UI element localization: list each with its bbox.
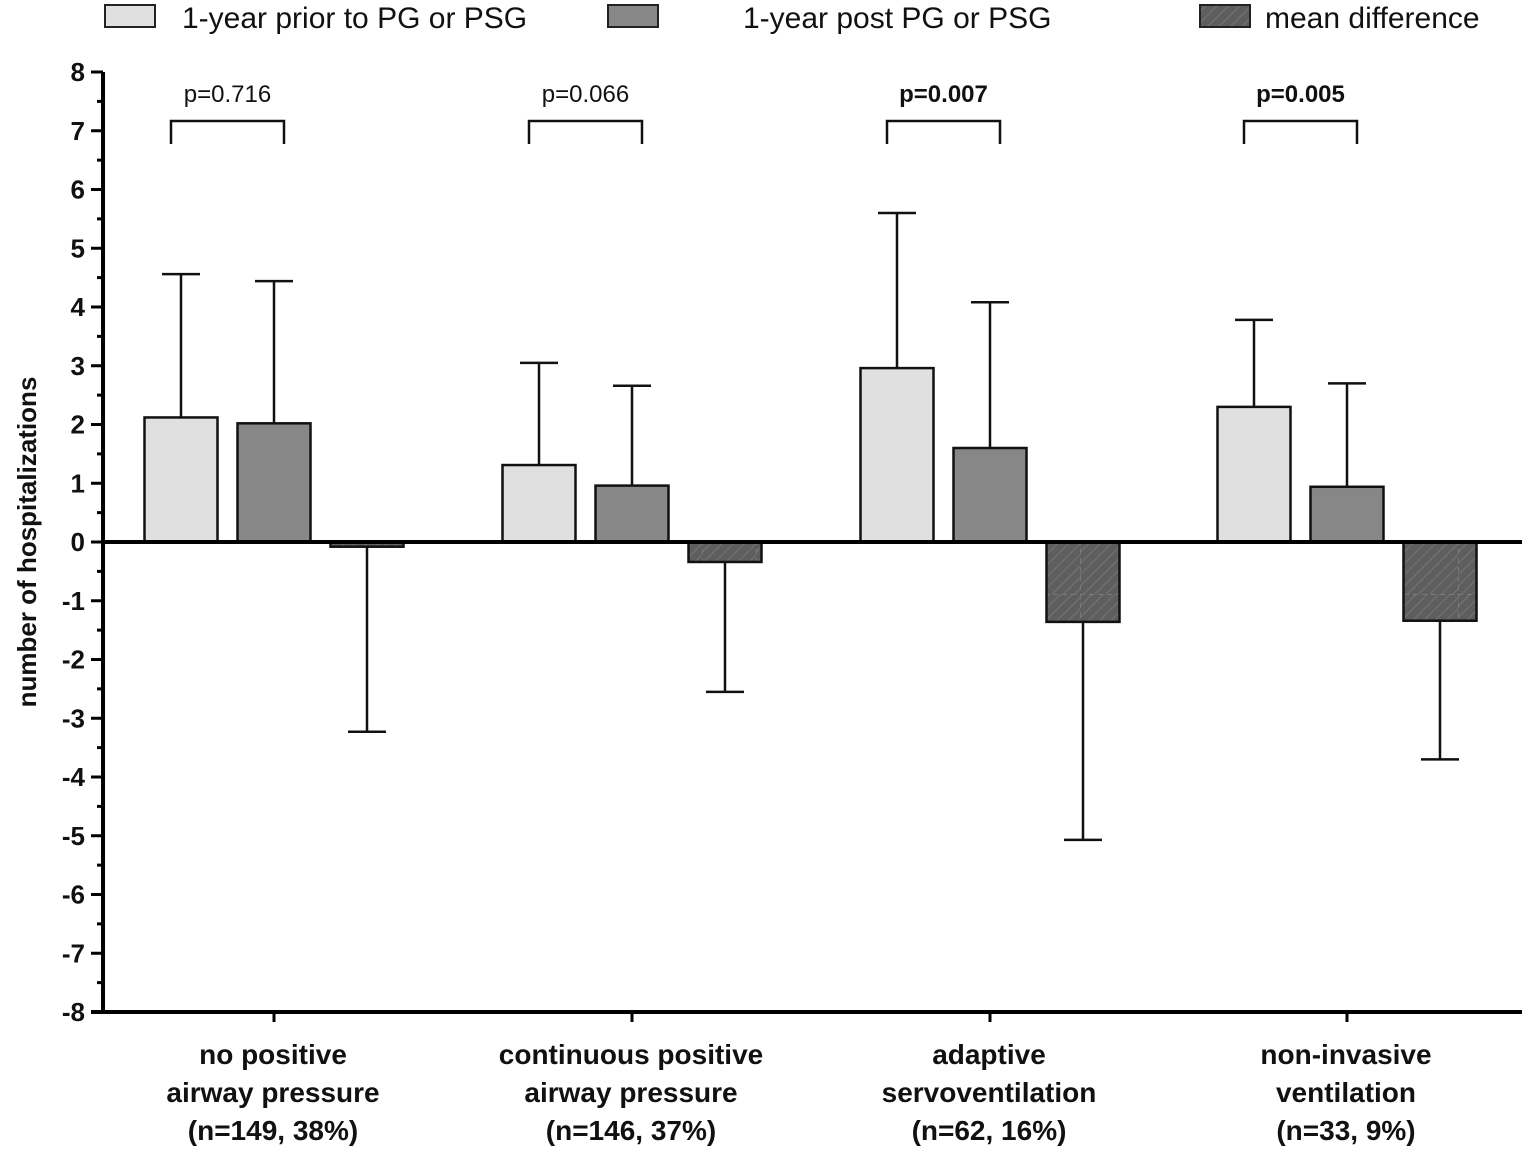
y-tick-label: -2 <box>62 645 85 675</box>
x-category-label: non-invasive <box>1260 1039 1431 1070</box>
y-tick-label: -1 <box>62 586 85 616</box>
x-category-label: adaptive <box>932 1039 1046 1070</box>
x-category-label: airway pressure <box>166 1077 379 1108</box>
bar-post <box>594 484 670 544</box>
y-axis-label: number of hospitalizations <box>12 377 42 708</box>
legend-label-post: 1-year post PG or PSG <box>743 2 1051 35</box>
bar-prior <box>1216 405 1292 544</box>
bar-difference <box>1045 540 1121 624</box>
legend-swatch-difference <box>1199 4 1251 28</box>
y-tick-label: -8 <box>62 997 85 1027</box>
x-category-label: (n=62, 16%) <box>912 1115 1067 1146</box>
legend-swatch-prior <box>104 4 156 28</box>
y-tick-label: 1 <box>71 468 85 498</box>
significance-bracket <box>527 119 644 144</box>
y-tick-label: 3 <box>71 351 85 381</box>
y-tick-label: 5 <box>71 233 85 263</box>
significance-bracket <box>885 119 1002 144</box>
y-tick-label: 0 <box>71 527 85 557</box>
y-tick-label: 7 <box>71 116 85 146</box>
p-value-label: p=0.066 <box>542 81 629 108</box>
p-value-label: p=0.005 <box>1256 81 1345 108</box>
x-category-label: servoventilation <box>882 1077 1097 1108</box>
legend: 1-year prior to PG or PSG 1-year post PG… <box>104 2 1480 35</box>
legend-label-prior: 1-year prior to PG or PSG <box>182 2 527 35</box>
y-tick-label: -4 <box>62 762 86 792</box>
bar-difference <box>1402 540 1478 622</box>
x-category-label: (n=33, 9%) <box>1276 1115 1415 1146</box>
y-tick-label: -6 <box>62 880 85 910</box>
legend-item-post: 1-year post PG or PSG <box>607 2 1051 35</box>
y-tick-label: 6 <box>71 175 85 205</box>
x-category-label: ventilation <box>1276 1077 1416 1108</box>
legend-item-difference: mean difference <box>1199 2 1480 35</box>
significance-bracket <box>169 119 286 144</box>
bar-prior <box>501 463 577 544</box>
x-category-label: continuous positive <box>499 1039 763 1070</box>
y-tick-label: -3 <box>62 703 85 733</box>
bar-prior <box>859 366 935 544</box>
x-category-label: airway pressure <box>524 1077 737 1108</box>
y-tick-label: -5 <box>62 821 85 851</box>
legend-label-difference: mean difference <box>1265 2 1480 35</box>
x-category-label: (n=146, 37%) <box>546 1115 716 1146</box>
y-tick-label: 8 <box>71 57 85 87</box>
bar-prior <box>143 416 219 544</box>
legend-item-prior: 1-year prior to PG or PSG <box>104 2 527 35</box>
y-tick-label: -7 <box>62 938 85 968</box>
legend-swatch-post <box>607 4 659 28</box>
bar-difference <box>687 540 763 564</box>
y-tick-label: 4 <box>71 292 86 322</box>
bar-post <box>1309 485 1385 544</box>
x-category-label: (n=149, 38%) <box>188 1115 358 1146</box>
bar-post <box>952 446 1028 544</box>
p-value-label: p=0.716 <box>184 81 271 108</box>
significance-bracket <box>1242 119 1359 144</box>
y-tick-label: 2 <box>71 410 85 440</box>
x-category-label: no positive <box>199 1039 347 1070</box>
bar-post <box>236 422 312 544</box>
p-value-label: p=0.007 <box>899 81 988 108</box>
plot-area: 8 7 6 5 4 3 2 1 0 -1 -2 -3 -4 -5 -6 -7 -8 p=0.716 p=0.066 p… <box>62 57 1522 1146</box>
